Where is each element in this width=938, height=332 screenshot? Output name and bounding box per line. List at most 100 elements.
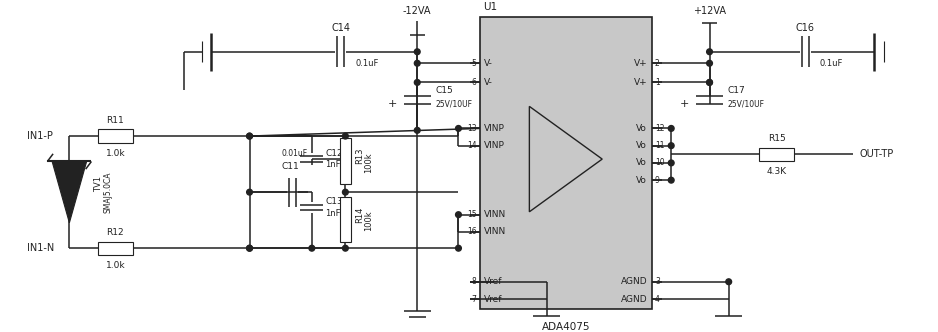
Text: SMAJ5.0CA: SMAJ5.0CA (104, 171, 113, 213)
Text: TV1: TV1 (95, 177, 103, 193)
Bar (760, 148, 794, 161)
Bar (98, 241, 132, 255)
Text: 0.1uF: 0.1uF (820, 59, 843, 68)
Text: VINP: VINP (484, 141, 506, 150)
Text: Vo: Vo (636, 124, 647, 133)
Text: Vref: Vref (484, 277, 503, 286)
Bar (340, 197, 351, 241)
Text: ADA4075: ADA4075 (541, 322, 590, 332)
Text: 1nF: 1nF (325, 160, 340, 169)
Text: U1: U1 (483, 2, 497, 12)
Text: 25V/10UF: 25V/10UF (435, 100, 473, 109)
Circle shape (247, 133, 252, 139)
Text: +: + (387, 99, 397, 109)
Circle shape (342, 189, 348, 195)
Text: 6: 6 (472, 78, 477, 87)
Text: 5: 5 (472, 59, 477, 68)
Text: R15: R15 (767, 134, 785, 143)
Text: 0.1uF: 0.1uF (356, 59, 379, 68)
Text: C14: C14 (331, 23, 350, 33)
Circle shape (669, 143, 674, 148)
Circle shape (726, 279, 732, 285)
Text: IN1-N: IN1-N (27, 243, 54, 253)
Text: OUT-TP: OUT-TP (859, 149, 893, 159)
Circle shape (706, 49, 713, 55)
Circle shape (415, 60, 420, 66)
Bar (98, 129, 132, 143)
Text: 15: 15 (467, 210, 477, 219)
Text: 9: 9 (655, 176, 659, 185)
Text: +: + (680, 99, 689, 109)
Circle shape (706, 80, 713, 85)
Text: 3: 3 (655, 277, 659, 286)
Text: 4: 4 (655, 294, 659, 303)
Text: Vref: Vref (484, 294, 503, 303)
Circle shape (706, 80, 713, 85)
Text: 13: 13 (467, 124, 477, 133)
Text: -12VA: -12VA (403, 6, 431, 16)
Text: C16: C16 (795, 23, 815, 33)
Bar (340, 138, 351, 184)
Text: Vo: Vo (636, 158, 647, 167)
Text: V+: V+ (634, 78, 647, 87)
Text: 12: 12 (655, 124, 664, 133)
Circle shape (247, 245, 252, 251)
Text: C12: C12 (325, 149, 343, 158)
Text: 1nF: 1nF (325, 209, 340, 218)
Text: R13: R13 (355, 148, 364, 164)
Circle shape (456, 245, 461, 251)
Text: 1.0k: 1.0k (106, 148, 125, 158)
Text: C15: C15 (435, 86, 453, 95)
Text: Vo: Vo (636, 141, 647, 150)
Text: V+: V+ (634, 59, 647, 68)
Circle shape (342, 245, 348, 251)
Circle shape (456, 212, 461, 217)
Text: R12: R12 (107, 228, 124, 237)
Text: 4.3K: 4.3K (766, 167, 787, 176)
Circle shape (247, 245, 252, 251)
Text: 1.0k: 1.0k (106, 261, 125, 270)
Circle shape (415, 80, 420, 85)
Circle shape (669, 177, 674, 183)
Text: 100k: 100k (365, 153, 373, 173)
Circle shape (309, 245, 315, 251)
Circle shape (247, 133, 252, 139)
Text: AGND: AGND (621, 277, 647, 286)
Polygon shape (53, 161, 86, 223)
Text: VINN: VINN (484, 210, 507, 219)
Text: 10: 10 (655, 158, 664, 167)
Circle shape (342, 133, 348, 139)
Text: 2: 2 (655, 59, 659, 68)
Text: VINP: VINP (484, 124, 506, 133)
Circle shape (456, 125, 461, 131)
Text: V-: V- (484, 59, 493, 68)
Text: 7: 7 (472, 294, 477, 303)
Circle shape (669, 125, 674, 131)
Text: R11: R11 (107, 116, 124, 124)
Text: 100k: 100k (365, 211, 373, 231)
Text: AGND: AGND (621, 294, 647, 303)
Circle shape (247, 189, 252, 195)
Circle shape (415, 127, 420, 133)
Text: 0.01uF: 0.01uF (281, 149, 308, 158)
Text: IN1-P: IN1-P (27, 131, 53, 141)
Text: C17: C17 (728, 86, 746, 95)
Text: C11: C11 (282, 162, 299, 171)
Text: 1: 1 (655, 78, 659, 87)
Text: 14: 14 (467, 141, 477, 150)
Polygon shape (529, 106, 602, 212)
Text: Vo: Vo (636, 176, 647, 185)
Text: R14: R14 (355, 206, 364, 223)
Circle shape (706, 60, 713, 66)
Circle shape (415, 49, 420, 55)
Text: VINN: VINN (484, 227, 507, 236)
Text: +12VA: +12VA (693, 6, 726, 16)
Bar (479, 17, 652, 308)
Text: V-: V- (484, 78, 493, 87)
Text: 8: 8 (472, 277, 477, 286)
Text: C13: C13 (325, 197, 343, 206)
Text: 25V/10UF: 25V/10UF (728, 100, 764, 109)
Circle shape (669, 160, 674, 166)
Text: 11: 11 (655, 141, 664, 150)
Text: 16: 16 (467, 227, 477, 236)
